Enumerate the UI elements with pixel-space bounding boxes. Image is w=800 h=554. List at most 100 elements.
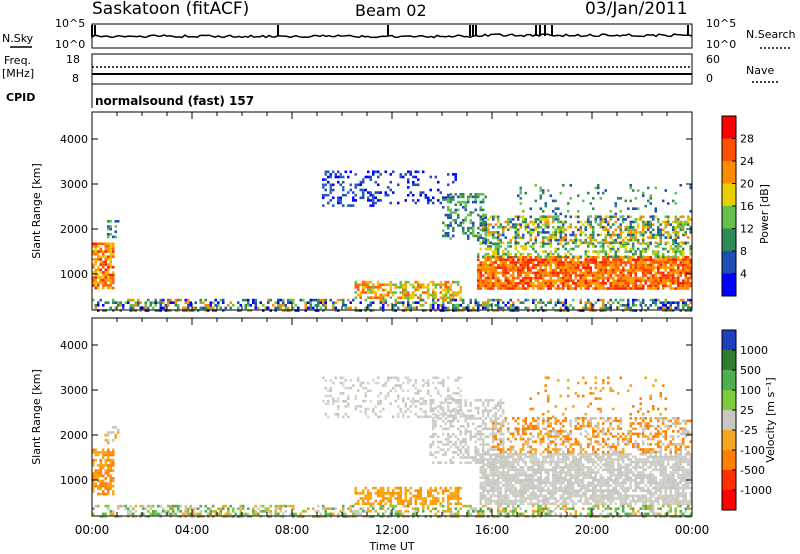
heatmap-cell	[494, 502, 497, 505]
heatmap-cell	[592, 228, 595, 232]
heatmap-cell	[577, 215, 580, 219]
heatmap-cell	[669, 236, 672, 239]
heatmap-cell	[379, 173, 382, 176]
heatmap-cell	[619, 481, 622, 485]
heatmap-cell	[482, 241, 485, 245]
heatmap-cell	[447, 206, 450, 209]
heatmap-cell	[687, 276, 690, 280]
heatmap-cell	[672, 282, 675, 285]
velocity-heatmap	[92, 376, 692, 518]
heatmap-cell	[582, 476, 585, 479]
heatmap-cell	[529, 245, 532, 248]
heatmap-cell	[174, 304, 177, 307]
heatmap-cell	[504, 497, 507, 500]
heatmap-cell	[414, 286, 417, 289]
heatmap-cell	[677, 233, 680, 237]
heatmap-cell	[432, 440, 435, 444]
heatmap-cell	[647, 220, 650, 224]
heatmap-cell	[282, 298, 285, 302]
heatmap-cell	[474, 406, 477, 410]
heatmap-cell	[489, 269, 492, 272]
heatmap-cell	[509, 479, 512, 482]
heatmap-cell	[452, 492, 455, 495]
heatmap-cell	[682, 220, 685, 224]
nsky-spikes	[91, 25, 689, 36]
heatmap-cell	[474, 451, 477, 454]
heatmap-cell	[557, 261, 560, 264]
heatmap-cell	[584, 225, 587, 229]
heatmap-cell	[369, 389, 372, 393]
heatmap-cell	[374, 286, 377, 289]
heatmap-cell	[592, 238, 595, 242]
heatmap-cell	[524, 282, 527, 285]
heatmap-cell	[199, 306, 202, 310]
heatmap-cell	[664, 256, 667, 259]
heatmap-cell	[499, 460, 502, 464]
heatmap-cell	[367, 170, 370, 174]
heatmap-cell	[502, 233, 505, 237]
heatmap-cell	[512, 301, 515, 304]
heatmap-cell	[589, 481, 592, 485]
heatmap-cell	[494, 460, 497, 464]
heatmap-cell	[604, 225, 607, 229]
heatmap-cell	[514, 245, 517, 248]
heatmap-cell	[487, 460, 490, 464]
heatmap-cell	[524, 242, 527, 246]
heatmap-cell	[519, 269, 522, 272]
heatmap-cell	[604, 261, 607, 264]
heatmap-cell	[662, 301, 665, 304]
heatmap-cell	[324, 379, 327, 382]
colorbar-segment	[722, 228, 736, 251]
heatmap-cell	[644, 220, 647, 224]
heatmap-cell	[657, 276, 660, 280]
heatmap-cell	[102, 260, 105, 264]
heatmap-cell	[584, 306, 587, 310]
heatmap-cell	[612, 282, 615, 285]
heatmap-cell	[672, 220, 675, 224]
heatmap-cell	[594, 479, 597, 482]
heatmap-cell	[434, 296, 437, 299]
heatmap-cell	[524, 279, 527, 282]
heatmap-cell	[552, 460, 555, 464]
heatmap-cell	[664, 301, 667, 304]
heatmap-cell	[517, 499, 520, 503]
heatmap-cell	[372, 286, 375, 289]
heatmap-cell	[584, 489, 587, 492]
heatmap-cell	[587, 466, 590, 469]
heatmap-cell	[92, 474, 95, 478]
heatmap-cell	[467, 304, 470, 307]
heatmap-cell	[492, 231, 495, 234]
heatmap-cell	[479, 466, 482, 469]
heatmap-cell	[509, 269, 512, 272]
heatmap-cell	[477, 287, 480, 290]
heatmap-cell	[672, 255, 675, 259]
heatmap-cell	[619, 458, 622, 461]
heatmap-cell	[177, 306, 180, 310]
heatmap-cell	[352, 298, 355, 302]
heatmap-cell	[512, 274, 515, 277]
heatmap-cell	[517, 261, 520, 264]
heatmap-cell	[379, 402, 382, 406]
heatmap-cell	[499, 463, 502, 466]
heatmap-cell	[167, 304, 170, 307]
heatmap-cell	[339, 298, 342, 302]
heatmap-cell	[424, 415, 427, 419]
heatmap-cell	[512, 279, 515, 282]
heatmap-cell	[594, 238, 597, 242]
heatmap-cell	[527, 479, 530, 482]
heatmap-cell	[497, 401, 500, 405]
heatmap-cell	[597, 256, 600, 259]
heatmap-cell	[602, 242, 605, 246]
heatmap-cell	[239, 304, 242, 307]
heatmap-cell	[97, 255, 100, 259]
heatmap-cell	[397, 397, 400, 400]
heatmap-cell	[612, 261, 615, 264]
heatmap-cell	[537, 479, 540, 482]
heatmap-cell	[392, 283, 395, 286]
heatmap-cell	[564, 284, 567, 288]
heatmap-cell	[687, 287, 690, 290]
heatmap-cell	[617, 471, 620, 474]
heatmap-cell	[577, 238, 580, 242]
heatmap-cell	[664, 247, 667, 251]
heatmap-cell	[549, 502, 552, 505]
